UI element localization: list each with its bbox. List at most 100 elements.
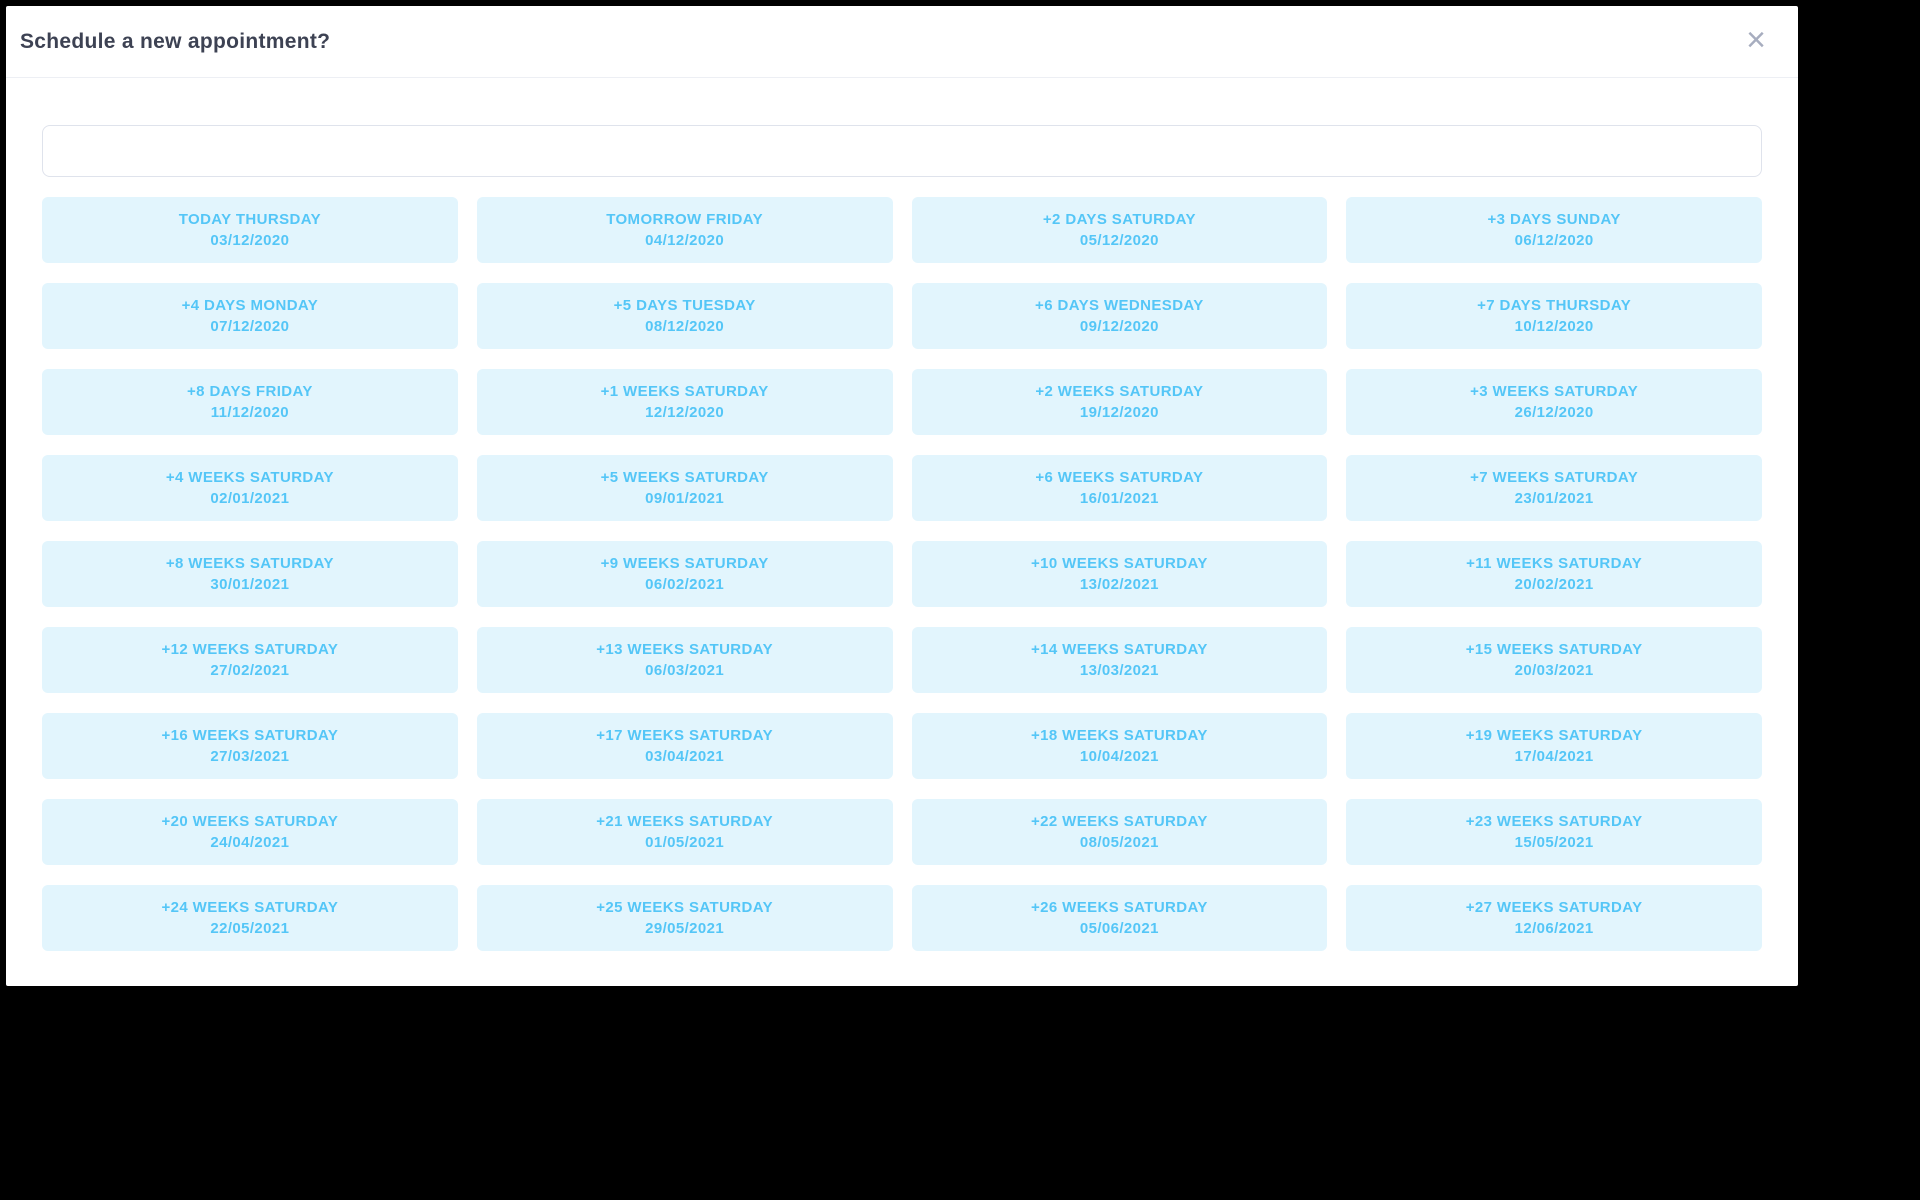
date-option-date: 12/12/2020 bbox=[645, 404, 725, 421]
date-options-grid: TODAY THURSDAY 03/12/2020 TOMORROW FRIDA… bbox=[42, 197, 1762, 951]
date-option-label: +7 DAYS THURSDAY bbox=[1477, 297, 1632, 314]
date-option-date: 19/12/2020 bbox=[1079, 404, 1159, 421]
date-option-button[interactable]: +3 WEEKS SATURDAY 26/12/2020 bbox=[1346, 369, 1762, 435]
date-option-button[interactable]: +8 DAYS FRIDAY 11/12/2020 bbox=[42, 369, 458, 435]
date-option-label: +19 WEEKS SATURDAY bbox=[1465, 727, 1643, 744]
date-option-label: +26 WEEKS SATURDAY bbox=[1030, 899, 1208, 916]
date-option-button[interactable]: +17 WEEKS SATURDAY 03/04/2021 bbox=[476, 713, 893, 779]
date-option-date: 16/01/2021 bbox=[1079, 490, 1159, 507]
date-option-date: 08/05/2021 bbox=[1079, 834, 1159, 851]
date-option-button[interactable]: +14 WEEKS SATURDAY 13/03/2021 bbox=[911, 627, 1328, 693]
date-option-label: +7 WEEKS SATURDAY bbox=[1470, 469, 1639, 486]
date-option-date: 06/02/2021 bbox=[645, 576, 725, 593]
date-option-date: 07/12/2020 bbox=[210, 318, 290, 335]
date-option-button[interactable]: +4 WEEKS SATURDAY 02/01/2021 bbox=[42, 455, 458, 521]
date-option-date: 05/12/2020 bbox=[1079, 232, 1159, 249]
date-option-date: 05/06/2021 bbox=[1079, 920, 1159, 937]
date-option-button[interactable]: +16 WEEKS SATURDAY 27/03/2021 bbox=[42, 713, 458, 779]
date-option-label: +3 WEEKS SATURDAY bbox=[1470, 383, 1639, 400]
date-option-date: 03/12/2020 bbox=[210, 232, 290, 249]
date-option-date: 06/03/2021 bbox=[645, 662, 725, 679]
date-option-date: 30/01/2021 bbox=[210, 576, 290, 593]
date-option-button[interactable]: +2 DAYS SATURDAY 05/12/2020 bbox=[911, 197, 1328, 263]
date-option-label: +15 WEEKS SATURDAY bbox=[1465, 641, 1643, 658]
date-option-label: +4 DAYS MONDAY bbox=[181, 297, 319, 314]
date-option-button[interactable]: +11 WEEKS SATURDAY 20/02/2021 bbox=[1346, 541, 1762, 607]
date-option-button[interactable]: +9 WEEKS SATURDAY 06/02/2021 bbox=[476, 541, 893, 607]
date-option-button[interactable]: +25 WEEKS SATURDAY 29/05/2021 bbox=[476, 885, 893, 951]
date-option-date: 01/05/2021 bbox=[645, 834, 725, 851]
date-option-button[interactable]: +21 WEEKS SATURDAY 01/05/2021 bbox=[476, 799, 893, 865]
date-option-label: +5 WEEKS SATURDAY bbox=[600, 469, 769, 486]
close-button[interactable]: × bbox=[1736, 20, 1776, 60]
date-option-button[interactable]: +15 WEEKS SATURDAY 20/03/2021 bbox=[1346, 627, 1762, 693]
date-option-button[interactable]: +10 WEEKS SATURDAY 13/02/2021 bbox=[911, 541, 1328, 607]
date-option-date: 17/04/2021 bbox=[1514, 748, 1594, 765]
date-option-label: +21 WEEKS SATURDAY bbox=[596, 813, 774, 830]
date-option-date: 27/03/2021 bbox=[210, 748, 290, 765]
date-option-button[interactable]: TODAY THURSDAY 03/12/2020 bbox=[42, 197, 458, 263]
date-option-button[interactable]: +24 WEEKS SATURDAY 22/05/2021 bbox=[42, 885, 458, 951]
date-option-label: +20 WEEKS SATURDAY bbox=[161, 813, 339, 830]
schedule-appointment-modal: Schedule a new appointment? × TODAY THUR… bbox=[6, 6, 1798, 986]
date-option-label: +25 WEEKS SATURDAY bbox=[596, 899, 774, 916]
date-option-button[interactable]: +6 WEEKS SATURDAY 16/01/2021 bbox=[911, 455, 1328, 521]
date-option-date: 11/12/2020 bbox=[210, 404, 289, 421]
date-option-button[interactable]: +7 DAYS THURSDAY 10/12/2020 bbox=[1346, 283, 1762, 349]
date-option-date: 09/01/2021 bbox=[645, 490, 725, 507]
date-option-button[interactable]: +5 WEEKS SATURDAY 09/01/2021 bbox=[476, 455, 893, 521]
date-option-label: +1 WEEKS SATURDAY bbox=[600, 383, 769, 400]
date-option-button[interactable]: +1 WEEKS SATURDAY 12/12/2020 bbox=[476, 369, 893, 435]
date-option-label: +6 DAYS WEDNESDAY bbox=[1035, 297, 1204, 314]
date-option-date: 02/01/2021 bbox=[210, 490, 290, 507]
date-option-label: +10 WEEKS SATURDAY bbox=[1030, 555, 1208, 572]
date-option-date: 06/12/2020 bbox=[1514, 232, 1594, 249]
close-icon: × bbox=[1746, 21, 1766, 59]
date-option-date: 03/04/2021 bbox=[645, 748, 725, 765]
date-option-button[interactable]: +19 WEEKS SATURDAY 17/04/2021 bbox=[1346, 713, 1762, 779]
date-option-date: 24/04/2021 bbox=[210, 834, 290, 851]
date-option-label: +3 DAYS SUNDAY bbox=[1487, 211, 1621, 228]
date-option-button[interactable]: +3 DAYS SUNDAY 06/12/2020 bbox=[1346, 197, 1762, 263]
modal-body: TODAY THURSDAY 03/12/2020 TOMORROW FRIDA… bbox=[6, 78, 1798, 951]
modal-header: Schedule a new appointment? × bbox=[6, 6, 1798, 78]
appointment-search-input[interactable] bbox=[42, 125, 1762, 177]
date-option-button[interactable]: +22 WEEKS SATURDAY 08/05/2021 bbox=[911, 799, 1328, 865]
date-option-button[interactable]: +12 WEEKS SATURDAY 27/02/2021 bbox=[42, 627, 458, 693]
date-option-date: 10/12/2020 bbox=[1514, 318, 1594, 335]
date-option-label: +24 WEEKS SATURDAY bbox=[161, 899, 339, 916]
date-option-button[interactable]: +6 DAYS WEDNESDAY 09/12/2020 bbox=[911, 283, 1328, 349]
date-option-button[interactable]: +4 DAYS MONDAY 07/12/2020 bbox=[42, 283, 458, 349]
date-option-button[interactable]: +20 WEEKS SATURDAY 24/04/2021 bbox=[42, 799, 458, 865]
date-option-label: +17 WEEKS SATURDAY bbox=[596, 727, 774, 744]
date-option-label: +2 DAYS SATURDAY bbox=[1042, 211, 1196, 228]
date-option-date: 12/06/2021 bbox=[1514, 920, 1594, 937]
date-option-button[interactable]: +13 WEEKS SATURDAY 06/03/2021 bbox=[476, 627, 893, 693]
date-option-label: +23 WEEKS SATURDAY bbox=[1465, 813, 1643, 830]
date-option-date: 27/02/2021 bbox=[210, 662, 290, 679]
date-option-button[interactable]: +8 WEEKS SATURDAY 30/01/2021 bbox=[42, 541, 458, 607]
date-option-label: +5 DAYS TUESDAY bbox=[613, 297, 756, 314]
date-option-button[interactable]: +7 WEEKS SATURDAY 23/01/2021 bbox=[1346, 455, 1762, 521]
date-option-date: 15/05/2021 bbox=[1514, 834, 1594, 851]
date-option-date: 20/03/2021 bbox=[1514, 662, 1594, 679]
date-option-label: +27 WEEKS SATURDAY bbox=[1465, 899, 1643, 916]
date-option-label: +18 WEEKS SATURDAY bbox=[1030, 727, 1208, 744]
date-option-button[interactable]: +5 DAYS TUESDAY 08/12/2020 bbox=[476, 283, 893, 349]
date-option-date: 26/12/2020 bbox=[1514, 404, 1594, 421]
date-option-button[interactable]: +18 WEEKS SATURDAY 10/04/2021 bbox=[911, 713, 1328, 779]
date-option-button[interactable]: +2 WEEKS SATURDAY 19/12/2020 bbox=[911, 369, 1328, 435]
date-option-label: +22 WEEKS SATURDAY bbox=[1030, 813, 1208, 830]
date-option-date: 22/05/2021 bbox=[210, 920, 290, 937]
date-option-button[interactable]: +26 WEEKS SATURDAY 05/06/2021 bbox=[911, 885, 1328, 951]
date-option-label: +13 WEEKS SATURDAY bbox=[596, 641, 774, 658]
date-option-button[interactable]: +23 WEEKS SATURDAY 15/05/2021 bbox=[1346, 799, 1762, 865]
date-option-label: +2 WEEKS SATURDAY bbox=[1035, 383, 1204, 400]
date-option-label: +8 WEEKS SATURDAY bbox=[165, 555, 334, 572]
date-option-date: 10/04/2021 bbox=[1079, 748, 1159, 765]
date-option-button[interactable]: +27 WEEKS SATURDAY 12/06/2021 bbox=[1346, 885, 1762, 951]
date-option-label: +8 DAYS FRIDAY bbox=[186, 383, 313, 400]
date-option-button[interactable]: TOMORROW FRIDAY 04/12/2020 bbox=[476, 197, 893, 263]
date-option-label: TODAY THURSDAY bbox=[178, 211, 322, 228]
